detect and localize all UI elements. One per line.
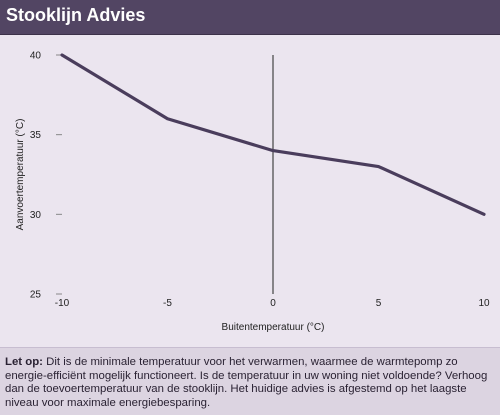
title-bar: Stooklijn Advies <box>0 0 500 35</box>
info-panel: Let op: Dit is de minimale temperatuur v… <box>0 347 500 415</box>
info-note: Let op: Dit is de minimale temperatuur v… <box>5 356 495 410</box>
page-title: Stooklijn Advies <box>6 5 146 25</box>
y-axis-label: Aanvoertemperatuur (°C) <box>15 119 26 231</box>
x-axis-label: Buitentemperatuur (°C) <box>222 322 325 333</box>
x-tick-label: -5 <box>163 298 172 309</box>
chart-panel: 25 30 35 40 -10 -5 0 5 10 Buitentemperatuur (°C… <box>0 35 500 347</box>
x-tick-label: -10 <box>55 298 70 309</box>
note-label: Let op: <box>5 356 43 368</box>
y-tick-label: 35 <box>30 130 42 141</box>
y-tick-label: 40 <box>30 51 42 62</box>
x-tick-label: 10 <box>478 298 490 309</box>
series-line <box>60 53 486 216</box>
heating-curve-chart: 25 30 35 40 -10 -5 0 5 10 Buitentemperatuur (°C… <box>15 51 490 334</box>
y-tick-label: 30 <box>30 210 42 221</box>
note-text: Dit is de minimale temperatuur voor het … <box>5 356 488 409</box>
x-tick-label: 5 <box>376 298 382 309</box>
x-tick-label: 0 <box>270 298 276 309</box>
y-tick-label: 25 <box>30 290 42 301</box>
